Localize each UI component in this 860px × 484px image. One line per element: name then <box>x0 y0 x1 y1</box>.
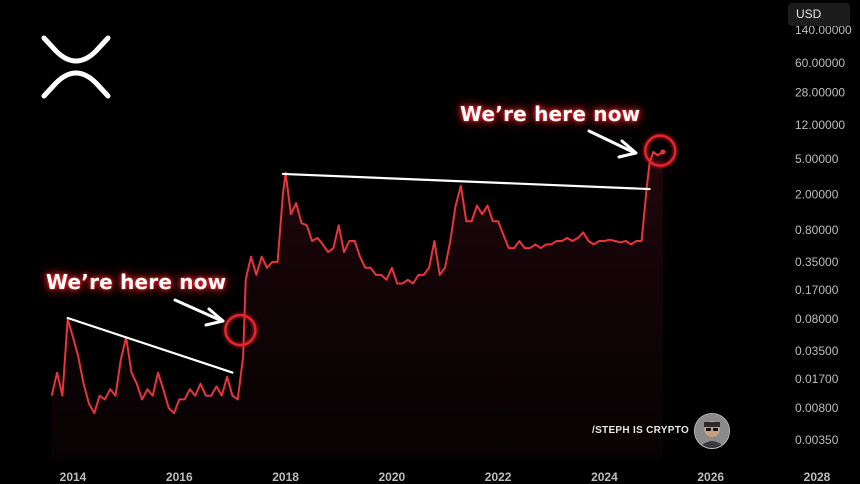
y-tick-label: 5.00000 <box>795 152 839 166</box>
price-area-fill <box>51 151 663 460</box>
currency-button[interactable]: USD <box>788 3 850 26</box>
highlight-circle-1 <box>224 313 257 347</box>
y-tick-label: 0.01700 <box>795 372 839 386</box>
x-tick-label: 2016 <box>166 470 193 484</box>
avatar <box>694 413 730 449</box>
x-tick-label: 2026 <box>697 470 724 484</box>
x-tick-label: 2018 <box>272 470 299 484</box>
marker-group <box>224 134 677 347</box>
trendline-1 <box>66 316 234 374</box>
y-tick-label: 0.00350 <box>795 433 839 447</box>
y-tick-label: 60.00000 <box>795 56 845 70</box>
xrp-logo-icon <box>41 35 111 99</box>
x-tick-label: 2028 <box>804 470 831 484</box>
watermark-text: /STEPH IS CRYPTO <box>592 425 690 436</box>
y-tick-label: 140.00000 <box>795 23 852 37</box>
y-tick-label: 0.80000 <box>795 223 839 237</box>
trendline-group <box>66 172 651 374</box>
y-tick-label: 0.17000 <box>795 283 839 297</box>
last-price-dot <box>660 149 666 155</box>
y-tick-label: 28.00000 <box>795 85 845 99</box>
price-line <box>50 150 664 415</box>
price-area <box>51 151 663 460</box>
annotation-label-1: We’re here now <box>46 270 227 294</box>
annotation-label-2: We’re here now <box>460 102 641 126</box>
x-tick-label: 2022 <box>485 470 512 484</box>
x-axis: 2014 2016 2018 2020 2022 2024 2026 2028 <box>60 470 831 484</box>
trendline-2 <box>281 172 651 191</box>
y-tick-label: 0.00800 <box>795 401 839 415</box>
x-tick-label: 2014 <box>60 470 87 484</box>
y-tick-label: 0.03500 <box>795 344 839 358</box>
price-line-group <box>50 149 666 415</box>
y-tick-label: 0.08000 <box>795 312 839 326</box>
x-tick-label: 2020 <box>379 470 406 484</box>
x-tick-label: 2024 <box>591 470 618 484</box>
y-tick-label: 2.00000 <box>795 187 839 201</box>
y-tick-label: 0.35000 <box>795 255 839 269</box>
highlight-circle-2 <box>643 134 677 167</box>
y-tick-label: 12.00000 <box>795 118 845 132</box>
y-axis: 140.00000 60.00000 28.00000 12.00000 5.00000… <box>795 23 852 447</box>
